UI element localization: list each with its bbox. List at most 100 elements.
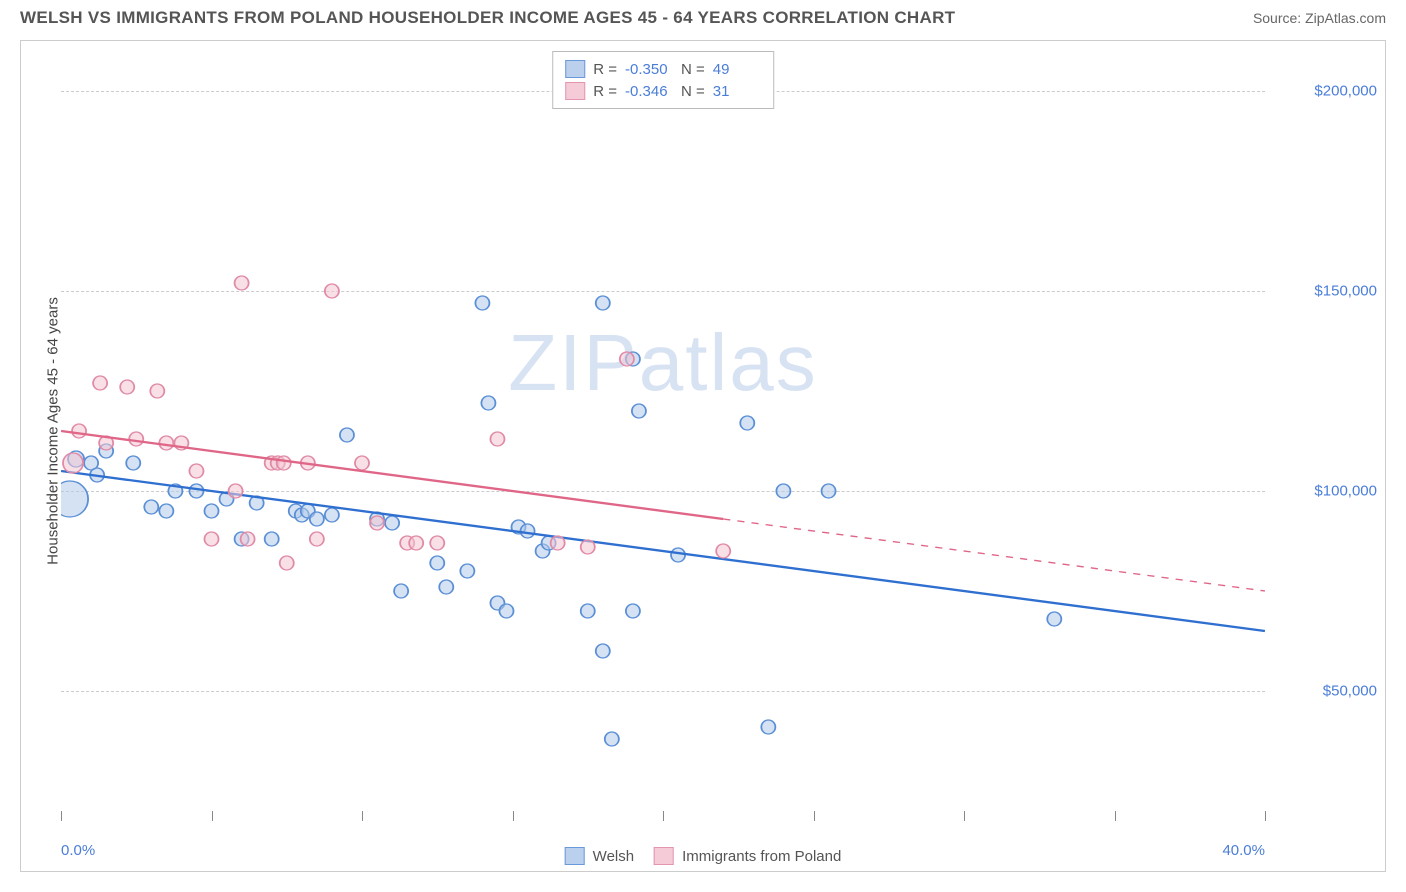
x-tick-label: 0.0% xyxy=(61,842,95,859)
data-point xyxy=(605,732,619,746)
data-point xyxy=(204,532,218,546)
data-point xyxy=(430,556,444,570)
data-point xyxy=(204,504,218,518)
n-label: N = xyxy=(681,61,705,78)
data-point xyxy=(150,384,164,398)
x-tick xyxy=(663,811,664,821)
plot-area: Householder Income Ages 45 - 64 years ZI… xyxy=(61,51,1265,811)
x-tick xyxy=(1115,811,1116,821)
data-point xyxy=(499,604,513,618)
y-axis-label: Householder Income Ages 45 - 64 years xyxy=(45,297,62,565)
header: WELSH VS IMMIGRANTS FROM POLAND HOUSEHOL… xyxy=(0,0,1406,32)
chart-container: Householder Income Ages 45 - 64 years ZI… xyxy=(20,40,1386,872)
data-point xyxy=(439,580,453,594)
x-tick xyxy=(61,811,62,821)
n-value: 49 xyxy=(713,61,761,78)
data-point xyxy=(370,516,384,530)
y-tick-label: $100,000 xyxy=(1314,483,1377,500)
data-point xyxy=(460,564,474,578)
data-point xyxy=(229,484,243,498)
data-point xyxy=(1047,612,1061,626)
data-point xyxy=(126,456,140,470)
x-tick xyxy=(964,811,965,821)
data-point xyxy=(551,536,565,550)
stats-row: R = -0.350 N = 49 xyxy=(565,58,761,80)
data-point xyxy=(93,376,107,390)
x-tick xyxy=(513,811,514,821)
data-point xyxy=(159,504,173,518)
data-point xyxy=(716,544,730,558)
x-tick xyxy=(814,811,815,821)
data-point xyxy=(632,404,646,418)
r-label: R = xyxy=(593,61,617,78)
y-tick-label: $50,000 xyxy=(1323,683,1377,700)
data-point xyxy=(671,548,685,562)
data-point xyxy=(61,481,88,517)
stats-row: R = -0.346 N = 31 xyxy=(565,80,761,102)
legend-label: Welsh xyxy=(593,848,634,865)
data-point xyxy=(189,484,203,498)
y-tick-label: $200,000 xyxy=(1314,83,1377,100)
n-label: N = xyxy=(681,83,705,100)
y-tick-label: $150,000 xyxy=(1314,283,1377,300)
trend-line xyxy=(61,431,723,519)
data-point xyxy=(241,532,255,546)
scatter-svg xyxy=(61,51,1265,811)
x-tick xyxy=(212,811,213,821)
data-point xyxy=(761,720,775,734)
series-swatch xyxy=(565,847,585,865)
data-point xyxy=(280,556,294,570)
x-tick xyxy=(362,811,363,821)
data-point xyxy=(235,276,249,290)
data-point xyxy=(385,516,399,530)
data-point xyxy=(355,456,369,470)
data-point xyxy=(394,584,408,598)
data-point xyxy=(596,644,610,658)
data-point xyxy=(120,380,134,394)
data-point xyxy=(159,436,173,450)
series-swatch xyxy=(565,60,585,78)
data-point xyxy=(265,532,279,546)
correlation-stats-box: R = -0.350 N = 49 R = -0.346 N = 31 xyxy=(552,51,774,109)
legend-item: Welsh xyxy=(565,847,634,865)
r-value: -0.346 xyxy=(625,83,673,100)
r-label: R = xyxy=(593,83,617,100)
data-point xyxy=(430,536,444,550)
data-point xyxy=(626,604,640,618)
data-point xyxy=(277,456,291,470)
trend-line-extrapolated xyxy=(723,519,1265,591)
n-value: 31 xyxy=(713,83,761,100)
data-point xyxy=(129,432,143,446)
x-tick xyxy=(1265,811,1266,821)
r-value: -0.350 xyxy=(625,61,673,78)
source-name: ZipAtlas.com xyxy=(1305,10,1386,26)
legend-item: Immigrants from Poland xyxy=(654,847,841,865)
data-point xyxy=(490,432,504,446)
series-swatch xyxy=(654,847,674,865)
data-point xyxy=(581,540,595,554)
data-point xyxy=(776,484,790,498)
data-point xyxy=(340,428,354,442)
data-point xyxy=(481,396,495,410)
legend-bottom: Welsh Immigrants from Poland xyxy=(565,847,842,865)
source-label: Source: xyxy=(1253,10,1305,26)
data-point xyxy=(822,484,836,498)
series-swatch xyxy=(565,82,585,100)
data-point xyxy=(521,524,535,538)
data-point xyxy=(475,296,489,310)
chart-title: WELSH VS IMMIGRANTS FROM POLAND HOUSEHOL… xyxy=(20,8,955,28)
data-point xyxy=(409,536,423,550)
data-point xyxy=(63,453,83,473)
source-attribution: Source: ZipAtlas.com xyxy=(1253,10,1386,26)
data-point xyxy=(189,464,203,478)
data-point xyxy=(581,604,595,618)
data-point xyxy=(310,532,324,546)
data-point xyxy=(325,284,339,298)
data-point xyxy=(740,416,754,430)
data-point xyxy=(72,424,86,438)
data-point xyxy=(620,352,634,366)
data-point xyxy=(325,508,339,522)
x-tick-label: 40.0% xyxy=(1222,842,1265,859)
data-point xyxy=(310,512,324,526)
legend-label: Immigrants from Poland xyxy=(682,848,841,865)
